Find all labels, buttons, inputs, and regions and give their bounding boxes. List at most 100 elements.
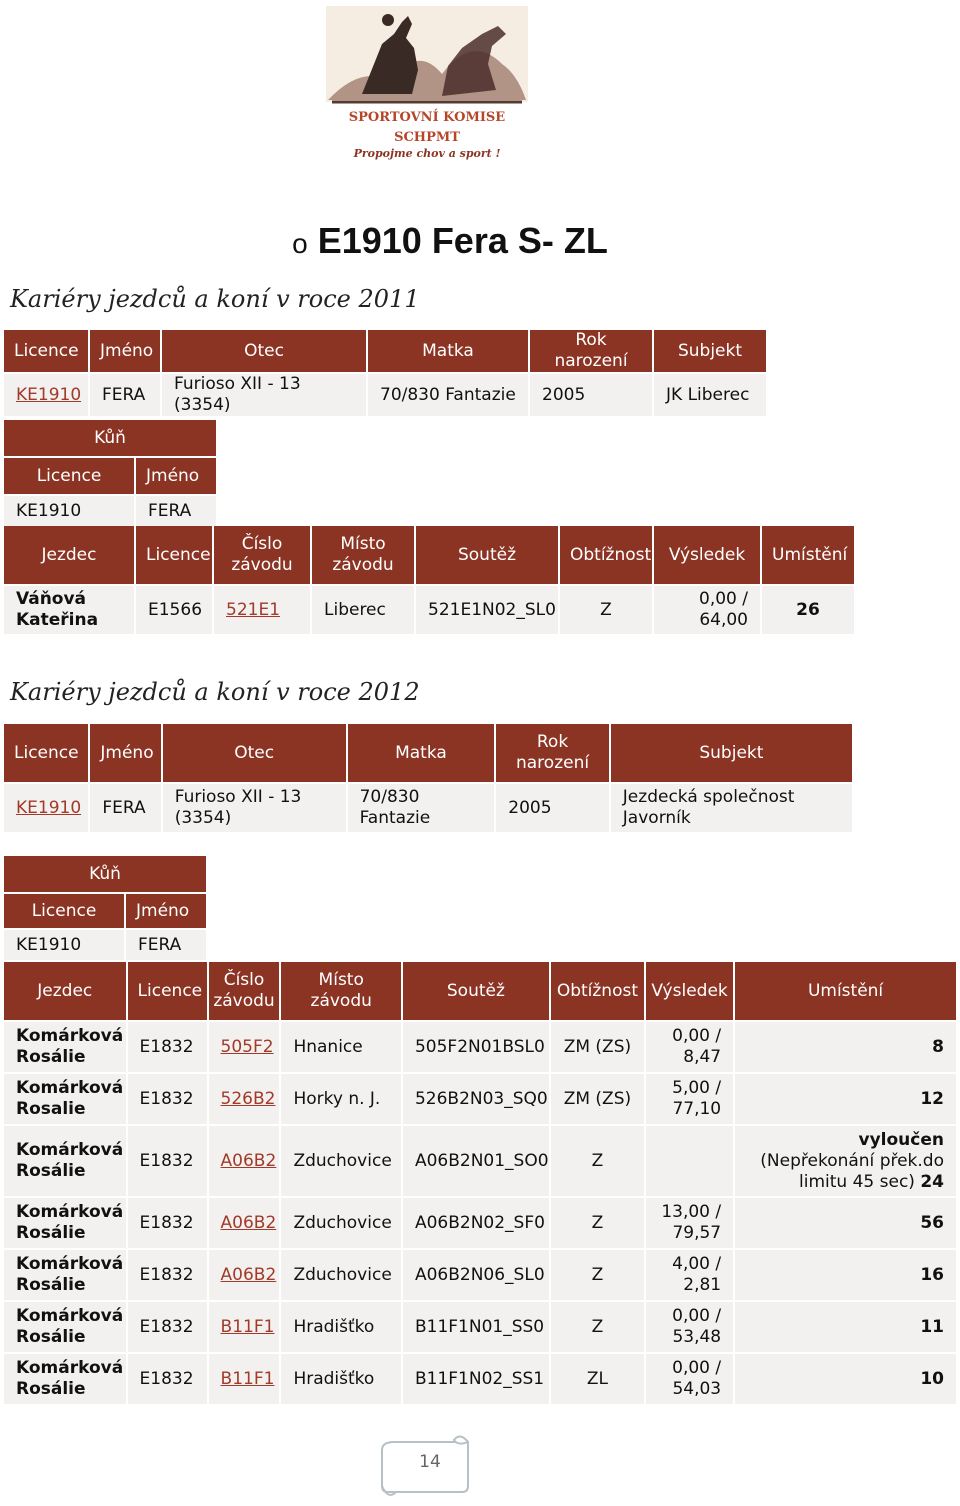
logo-line-3: Propojme chov a sport ! [353, 147, 501, 160]
licence-link[interactable]: KE1910 [16, 797, 82, 818]
misto-cell: Zduchovice [281, 1198, 401, 1248]
jezdec-cell: Komárková Rosálie [4, 1302, 126, 1352]
soutez-cell: A06B2N02_SF0 [402, 1198, 549, 1248]
table-row: Komárková Rosálie E1832 B11F1 Hradišťko B11F… [4, 1354, 956, 1404]
cislo-cell: A06B2 [208, 1198, 280, 1248]
licence-cell: E1566 [136, 586, 212, 634]
page-number: 14 [419, 1452, 441, 1472]
col-rok: Rok narození [530, 330, 652, 372]
kun-title: Kůň [4, 420, 217, 456]
soutez-cell: 526B2N03_SQ0 [402, 1074, 549, 1124]
kun-col-licence: Licence [4, 458, 134, 494]
umisteni-value: 12 [920, 1088, 944, 1109]
soutez-cell: B11F1N01_SS0 [402, 1302, 549, 1352]
col-licence: Licence [136, 526, 212, 584]
results-header: Jezdec Licence Číslo závodu Místo závodu… [4, 962, 956, 1020]
umisteni-cell: vyloučen (Nepřekonání přek.do limitu 45 … [735, 1126, 956, 1196]
umisteni-value: 10 [920, 1368, 944, 1389]
horse-logo-icon [326, 6, 528, 104]
col-otec: Otec [162, 724, 346, 782]
col-umisteni: Umístění [762, 526, 854, 584]
cislo-link[interactable]: A06B2 [220, 1264, 277, 1285]
col-misto: Místo závodu [281, 962, 401, 1020]
matka-cell: 70/830 Fantazie [347, 784, 495, 832]
page-scroll-icon [381, 1435, 469, 1496]
section-title-2011: Kariéry jezdců a koní v roce 2011 [10, 285, 420, 313]
cislo-link[interactable]: 526B2 [220, 1088, 276, 1109]
horse-table-header: Licence Jméno Otec Matka Rok narození Su… [4, 724, 852, 782]
misto-cell: Zduchovice [281, 1126, 401, 1196]
horse-table-header: Licence Jméno Otec Matka Rok narození Su… [4, 330, 766, 372]
cislo-link[interactable]: A06B2 [220, 1212, 277, 1233]
col-otec: Otec [162, 330, 366, 372]
subjekt-cell: Jezdecká společnost Javorník [610, 784, 852, 832]
col-jmeno: Jméno [90, 330, 160, 372]
col-vysledek: Výsledek [654, 526, 760, 584]
rok-cell: 2005 [530, 374, 652, 416]
cislo-cell: 505F2 [208, 1022, 280, 1072]
results-header: Jezdec Licence Číslo závodu Místo závodu… [4, 526, 854, 584]
jezdec-cell: Komárková Rosalie [4, 1074, 126, 1124]
licence-cell: E1832 [127, 1354, 207, 1404]
col-obtiznost: Obtížnost [560, 526, 652, 584]
jezdec-cell: Komárková Rosálie [4, 1354, 126, 1404]
col-cislo: Číslo závodu [214, 526, 310, 584]
col-jezdec: Jezdec [4, 962, 126, 1020]
col-umisteni: Umístění [735, 962, 956, 1020]
cislo-cell: B11F1 [208, 1354, 280, 1404]
vysledek-cell: 0,00 / 8,47 [646, 1022, 734, 1072]
rok-cell: 2005 [496, 784, 609, 832]
licence-cell: E1832 [127, 1198, 207, 1248]
logo-line-1: SPORTOVNÍ KOMISE [348, 110, 506, 125]
misto-cell: Liberec [312, 586, 414, 634]
kun-licence: KE1910 [4, 496, 134, 526]
umisteni-cell: 16 [735, 1250, 956, 1300]
obtiznost-cell: ZM (ZS) [550, 1074, 645, 1124]
cislo-link[interactable]: B11F1 [220, 1368, 275, 1389]
table-row: KE1910 FERA Furioso XII - 13 (3354) 70/8… [4, 374, 766, 416]
kun-table-2011: Kůň Licence Jméno KE1910 FERA [2, 418, 218, 528]
col-subjekt: Subjekt [654, 330, 766, 372]
col-vysledek: Výsledek [646, 962, 734, 1020]
col-obtiznost: Obtížnost [550, 962, 645, 1020]
obtiznost-cell: ZL [550, 1354, 645, 1404]
licence-cell: E1832 [127, 1250, 207, 1300]
page-heading: o E1910 Fera S- ZL [0, 220, 900, 262]
cislo-link[interactable]: 505F2 [220, 1036, 274, 1057]
kun-title: Kůň [4, 856, 207, 892]
table-row: KE1910 FERA [4, 496, 217, 526]
col-matka: Matka [368, 330, 528, 372]
umisteni-value: 16 [920, 1264, 944, 1285]
cislo-link[interactable]: 521E1 [226, 599, 281, 620]
table-row: KE1910 FERA Furioso XII - 13 (3354) 70/8… [4, 784, 852, 832]
table-row: Komárková Rosálie E1832 B11F1 Hradišťko B11F… [4, 1302, 956, 1352]
licence-cell: KE1910 [4, 374, 88, 416]
licence-cell: E1832 [127, 1126, 207, 1196]
vysledek-cell: 4,00 / 2,81 [646, 1250, 734, 1300]
cislo-link[interactable]: A06B2 [220, 1150, 277, 1171]
table-row: Komárková Rosalie E1832 526B2 Horky n. J. 52… [4, 1074, 956, 1124]
soutez-cell: B11F1N02_SS1 [402, 1354, 549, 1404]
vysledek-cell [646, 1126, 734, 1196]
umisteni-value: 8 [932, 1036, 944, 1057]
jmeno-cell: FERA [90, 374, 160, 416]
results-table-2011: Jezdec Licence Číslo závodu Místo závodu… [2, 524, 856, 636]
table-row: Komárková Rosálie E1832 A06B2 Zduchovice A06… [4, 1250, 956, 1300]
umisteni-cell: 11 [735, 1302, 956, 1352]
jezdec-cell: Váňová Kateřina [4, 586, 134, 634]
table-row: KE1910 FERA [4, 930, 207, 960]
licence-link[interactable]: KE1910 [16, 384, 82, 405]
matka-cell: 70/830 Fantazie [368, 374, 528, 416]
obtiznost-cell: Z [550, 1302, 645, 1352]
jezdec-cell: Komárková Rosálie [4, 1126, 126, 1196]
kun-col-licence: Licence [4, 894, 124, 928]
misto-cell: Zduchovice [281, 1250, 401, 1300]
kun-col-jmeno: Jméno [126, 894, 207, 928]
cislo-link[interactable]: B11F1 [220, 1316, 275, 1337]
umisteni-cell: 10 [735, 1354, 956, 1404]
obtiznost-cell: ZM (ZS) [550, 1022, 645, 1072]
jezdec-cell: Komárková Rosálie [4, 1022, 126, 1072]
table-row: Komárková Rosálie E1832 A06B2 Zduchovice A06… [4, 1198, 956, 1248]
jezdec-cell: Komárková Rosálie [4, 1198, 126, 1248]
col-jmeno: Jméno [90, 724, 161, 782]
